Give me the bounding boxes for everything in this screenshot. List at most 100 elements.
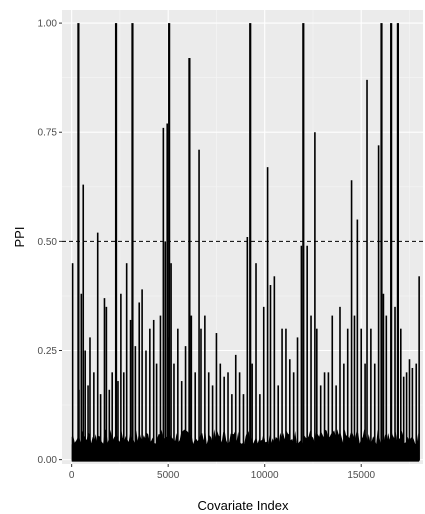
- bars: [71, 23, 420, 461]
- bar: [93, 372, 95, 461]
- bar: [370, 328, 372, 461]
- bar: [129, 319, 132, 461]
- bar: [380, 23, 383, 461]
- bar: [246, 237, 249, 461]
- bar: [314, 132, 316, 461]
- bar: [346, 328, 349, 461]
- bar: [162, 127, 165, 461]
- bar: [302, 23, 305, 461]
- bar: [394, 306, 396, 461]
- bar: [170, 263, 172, 461]
- bar: [408, 359, 411, 461]
- bar: [249, 23, 252, 461]
- bar: [215, 333, 218, 461]
- x-tick-label: 15000: [347, 470, 375, 481]
- bar: [418, 276, 420, 461]
- bar: [77, 23, 80, 461]
- bar: [353, 315, 356, 461]
- bar: [385, 315, 388, 461]
- bar: [277, 385, 280, 461]
- bar: [396, 23, 399, 461]
- bar: [164, 241, 167, 461]
- bar: [84, 350, 86, 461]
- bar: [207, 372, 210, 461]
- bar: [219, 363, 222, 461]
- bar: [173, 363, 175, 461]
- bar: [194, 372, 196, 461]
- x-tick-label: 10000: [251, 470, 279, 481]
- bar: [204, 315, 206, 461]
- x-axis: 0 5000 10000 15000: [69, 464, 376, 481]
- y-axis-title: PPI: [12, 227, 27, 248]
- bar: [108, 389, 111, 461]
- bar: [382, 293, 385, 461]
- bar: [145, 350, 147, 461]
- bar: [166, 123, 169, 461]
- bar: [350, 180, 353, 461]
- y-tick-label: 0.50: [38, 237, 58, 248]
- bar: [103, 298, 106, 461]
- bar: [168, 23, 171, 461]
- bar: [111, 372, 113, 461]
- bar: [400, 328, 402, 461]
- bar: [316, 328, 318, 461]
- bar: [99, 394, 102, 461]
- y-tick-label: 0.75: [38, 128, 58, 139]
- bar: [364, 363, 366, 461]
- bar: [255, 263, 257, 461]
- bar: [105, 306, 108, 461]
- bar: [211, 385, 214, 461]
- bar: [360, 328, 363, 461]
- bar: [184, 346, 187, 461]
- bar: [149, 328, 151, 461]
- bar: [82, 184, 85, 461]
- bar: [259, 394, 261, 461]
- bar: [96, 232, 99, 461]
- bar: [238, 372, 241, 461]
- bar: [120, 293, 122, 461]
- y-tick-label: 1.00: [38, 19, 58, 30]
- bar: [138, 302, 141, 461]
- bar: [300, 245, 303, 461]
- bar: [80, 293, 83, 461]
- bar: [373, 363, 376, 461]
- bar: [356, 219, 359, 461]
- bar: [339, 306, 341, 461]
- bar: [273, 276, 276, 461]
- bar: [78, 389, 80, 461]
- bar: [134, 346, 137, 461]
- bar: [335, 385, 337, 461]
- bar: [89, 337, 91, 461]
- bar: [200, 328, 202, 461]
- bar: [71, 263, 74, 461]
- bar: [155, 363, 158, 461]
- bar: [114, 23, 118, 461]
- bar: [223, 376, 225, 461]
- bar: [405, 372, 408, 461]
- bar: [281, 328, 283, 461]
- bar: [366, 79, 368, 461]
- bar: [306, 245, 308, 461]
- bar: [343, 363, 345, 461]
- bar: [262, 306, 265, 461]
- bar: [402, 376, 405, 461]
- y-tick-label: 0.00: [38, 455, 58, 466]
- y-axis: 0.00 0.25 0.50 0.75 1.00: [38, 19, 62, 466]
- bar: [180, 381, 183, 461]
- plot-panel: [62, 10, 423, 464]
- bar: [310, 315, 312, 461]
- bar: [125, 263, 128, 461]
- bar: [292, 372, 295, 461]
- bar: [87, 385, 89, 461]
- bar: [331, 315, 334, 461]
- bar: [242, 394, 245, 461]
- bar: [266, 167, 269, 461]
- bar: [411, 367, 414, 461]
- bar: [415, 363, 418, 461]
- x-axis-title: Covariate Index: [197, 498, 289, 513]
- bar: [319, 385, 322, 461]
- bar: [159, 315, 162, 461]
- bar: [227, 372, 229, 461]
